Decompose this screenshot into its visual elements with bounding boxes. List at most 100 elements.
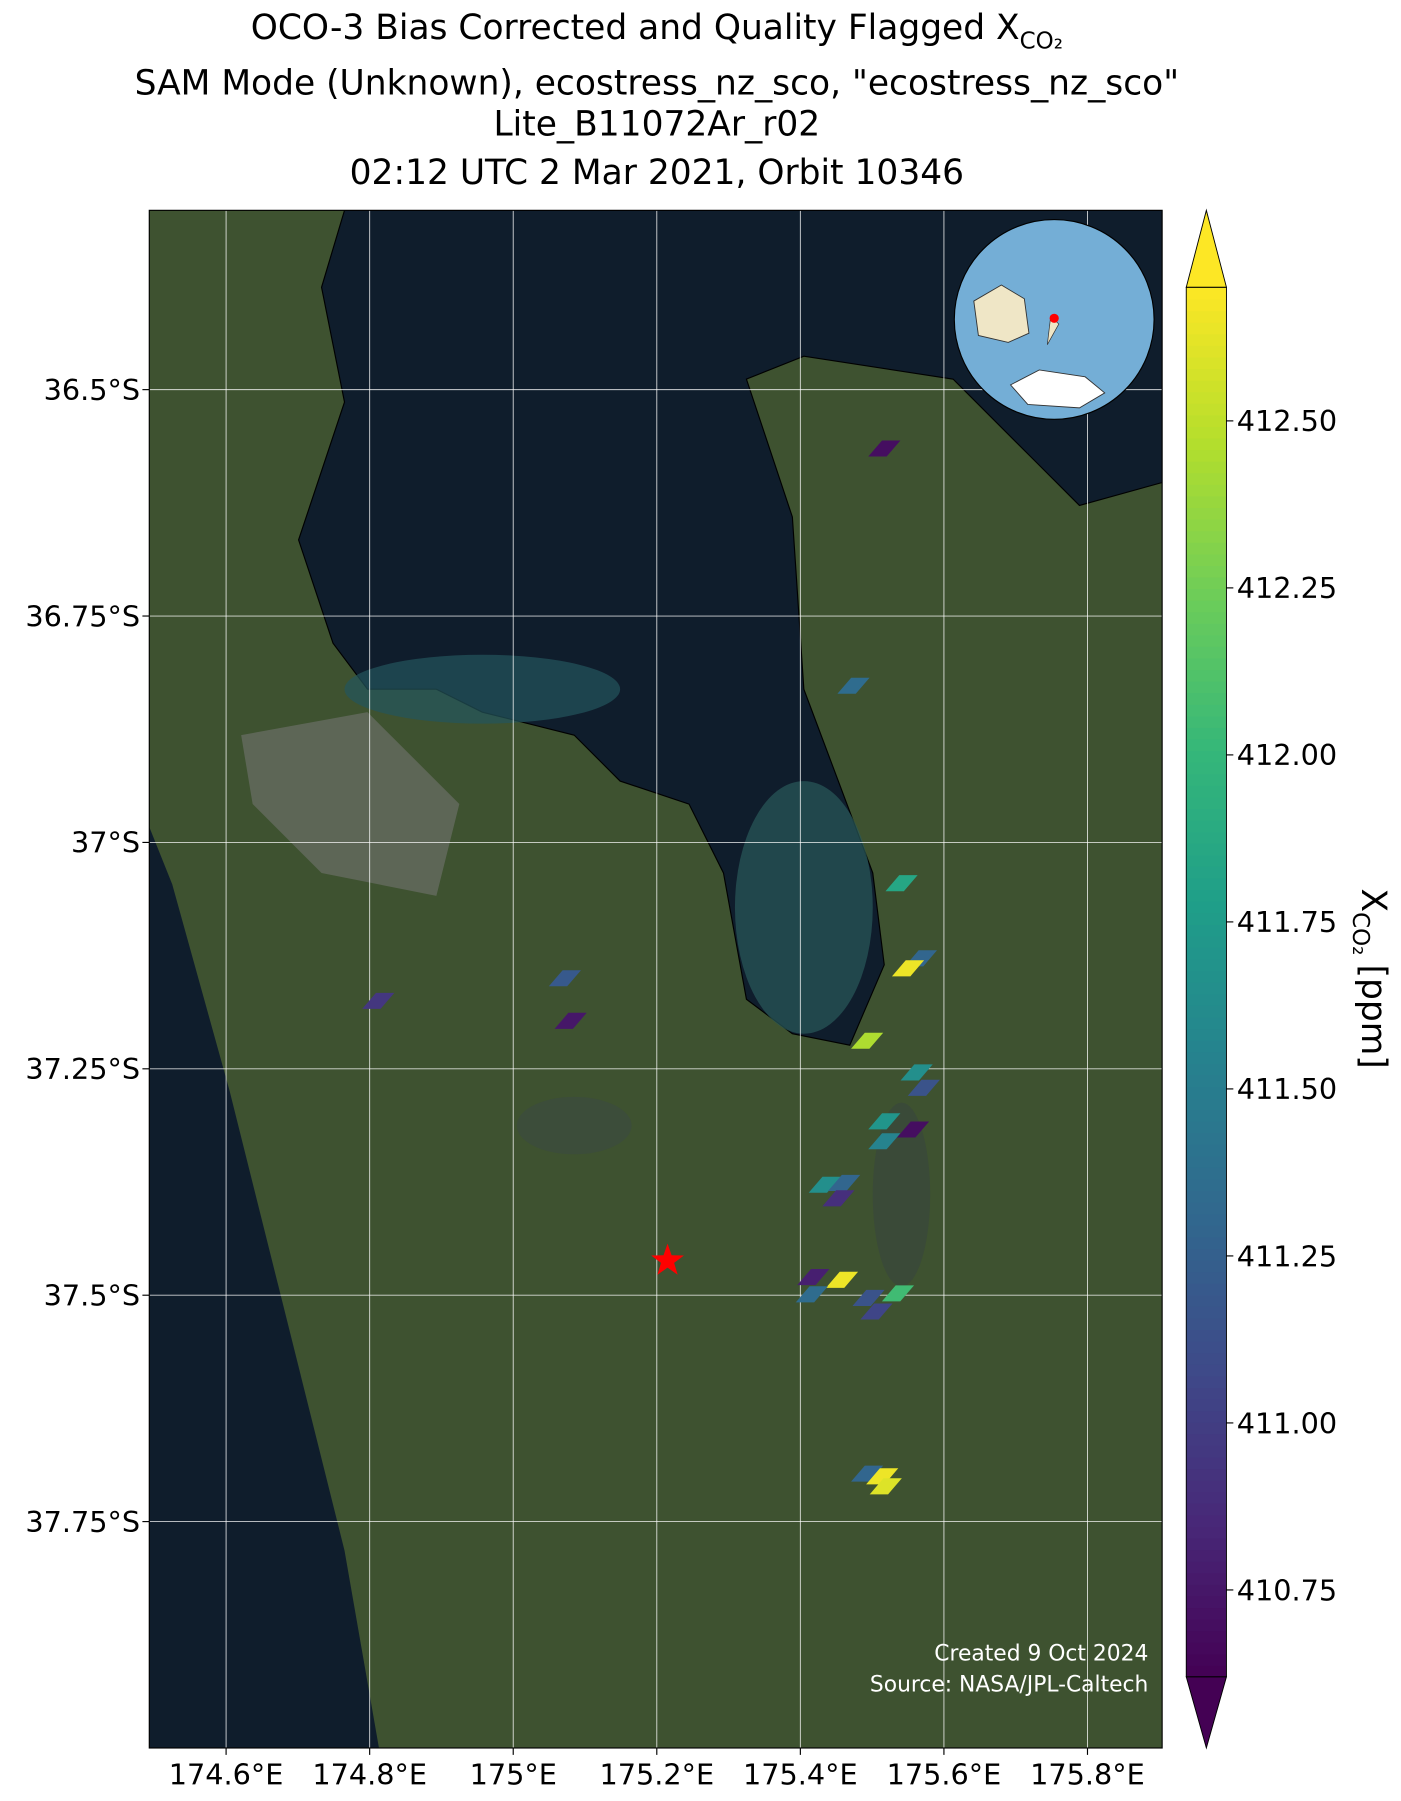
sounding	[795, 1286, 828, 1303]
sounding	[881, 1285, 915, 1302]
colorbar-segment	[1186, 1294, 1227, 1307]
colorbar-segment	[1186, 484, 1227, 497]
colorbar-segment	[1186, 1086, 1227, 1099]
colorbar-segment	[1186, 1167, 1227, 1180]
sounding	[852, 1289, 885, 1306]
title-text: OCO-3 Bias Corrected and Quality Flagged…	[251, 8, 1020, 48]
sounding	[891, 960, 925, 977]
colorbar-segment	[1186, 333, 1227, 346]
sounding	[825, 1271, 859, 1288]
y-tick-label: 36.75°S	[25, 599, 140, 633]
map-frame	[148, 209, 1163, 1749]
colorbar-segment	[1186, 935, 1227, 948]
x-tick-label: 174.6°E	[169, 1758, 284, 1792]
colorbar-label: XCO₂ [ppm]	[1347, 888, 1393, 1068]
colorbar-segment	[1186, 1202, 1227, 1215]
colorbar-segment	[1186, 1595, 1227, 1609]
colorbar-segment	[1186, 1375, 1227, 1388]
colorbar-segment	[1186, 1340, 1227, 1354]
colorbar-segment	[1186, 1607, 1227, 1620]
sea	[149, 827, 379, 1748]
sounding	[885, 875, 918, 892]
colorbar-segment	[1186, 1120, 1227, 1134]
colorbar-segment	[1186, 993, 1227, 1006]
colorbar-segment	[1186, 1630, 1227, 1643]
colorbar-segment	[1186, 1387, 1227, 1400]
colorbar-segment	[1186, 762, 1227, 775]
colorbar-segment	[1186, 426, 1227, 439]
y-tick-label: 36.5°S	[44, 373, 140, 407]
colorbar-segment	[1186, 495, 1227, 508]
colorbar-segment	[1186, 1653, 1227, 1666]
cbar-label-unit: [ppm]	[1353, 965, 1393, 1069]
colorbar-segment	[1186, 669, 1227, 682]
colorbar-segment	[1186, 414, 1227, 427]
colorbar-segment	[1186, 1503, 1227, 1516]
sounding	[797, 1269, 830, 1286]
colorbar-tick-label: 412.00	[1237, 738, 1337, 772]
colorbar-segment	[1186, 403, 1227, 416]
colorbar-segment	[1186, 1259, 1227, 1273]
colorbar-tick-label: 411.50	[1237, 1072, 1337, 1106]
colorbar-segment	[1186, 507, 1227, 520]
colorbar-segment	[1186, 1317, 1227, 1331]
colorbar-segment	[1186, 391, 1227, 404]
colorbar-segment	[1186, 1364, 1227, 1377]
colorbar-segment	[1186, 599, 1227, 613]
sounding	[822, 1190, 855, 1207]
colorbar-segment	[1186, 1306, 1227, 1319]
sounding	[866, 1468, 899, 1485]
x-tick-label: 175.2°E	[599, 1758, 714, 1792]
sounding	[851, 1032, 884, 1049]
credit: Source: NASA/JPL-Caltech	[870, 1673, 1148, 1698]
colorbar-segment	[1186, 576, 1227, 590]
sounding	[868, 440, 901, 457]
colorbar-segment	[1186, 322, 1227, 335]
colorbar-segment	[1186, 738, 1227, 752]
colorbar-segment	[1186, 854, 1227, 867]
colorbar-segment	[1186, 750, 1227, 763]
colorbar-frame	[1185, 286, 1227, 1678]
colorbar-segment	[1186, 1190, 1227, 1203]
colorbar-segment	[1186, 970, 1227, 983]
colorbar-segment	[1186, 1526, 1227, 1539]
colorbar-segment	[1186, 924, 1227, 937]
sounding	[869, 1478, 902, 1495]
x-tick-label: 175.6°E	[887, 1758, 1002, 1792]
sounding	[554, 1012, 587, 1029]
colorbar-segment	[1186, 1642, 1227, 1655]
sounding	[808, 1176, 841, 1193]
colorbar-segment	[1186, 1097, 1227, 1111]
sounding	[900, 1064, 933, 1081]
colorbar-segment	[1186, 368, 1227, 381]
colorbar-segment	[1186, 1109, 1227, 1122]
colorbar-segment	[1186, 692, 1227, 705]
colorbar-segment	[1186, 1537, 1227, 1551]
colorbar-segment	[1186, 646, 1227, 659]
colorbar-segment	[1186, 1178, 1227, 1192]
colorbar-segment	[1186, 866, 1227, 879]
colorbar-extend-max	[1185, 208, 1228, 288]
colorbar-segment	[1186, 1236, 1227, 1250]
cbar-label-subscript: CO₂	[1347, 912, 1373, 955]
colorbar-segment	[1186, 1283, 1227, 1296]
sounding	[860, 1303, 893, 1320]
colorbar-segment	[1186, 1329, 1227, 1342]
cbar-label-text: X	[1353, 888, 1393, 912]
y-tick-label: 37.25°S	[25, 1052, 140, 1086]
sounding	[851, 1465, 884, 1482]
colorbar-segment	[1186, 1248, 1227, 1261]
colorbar-tick-label: 411.25	[1237, 1239, 1337, 1273]
title-subscript: CO₂	[1020, 28, 1063, 54]
colorbar-segment	[1186, 1410, 1227, 1423]
sounding	[868, 1113, 901, 1130]
colorbar-tick-label: 412.50	[1237, 404, 1337, 438]
colorbar-extend-min	[1185, 1676, 1228, 1750]
y-tick-label: 37.75°S	[25, 1505, 140, 1539]
site-star	[651, 1243, 684, 1275]
x-tick-label: 174.8°E	[312, 1758, 427, 1792]
antarctica	[1009, 369, 1106, 409]
colorbar-segment	[1186, 1479, 1227, 1493]
colorbar-segment	[1186, 1005, 1227, 1018]
